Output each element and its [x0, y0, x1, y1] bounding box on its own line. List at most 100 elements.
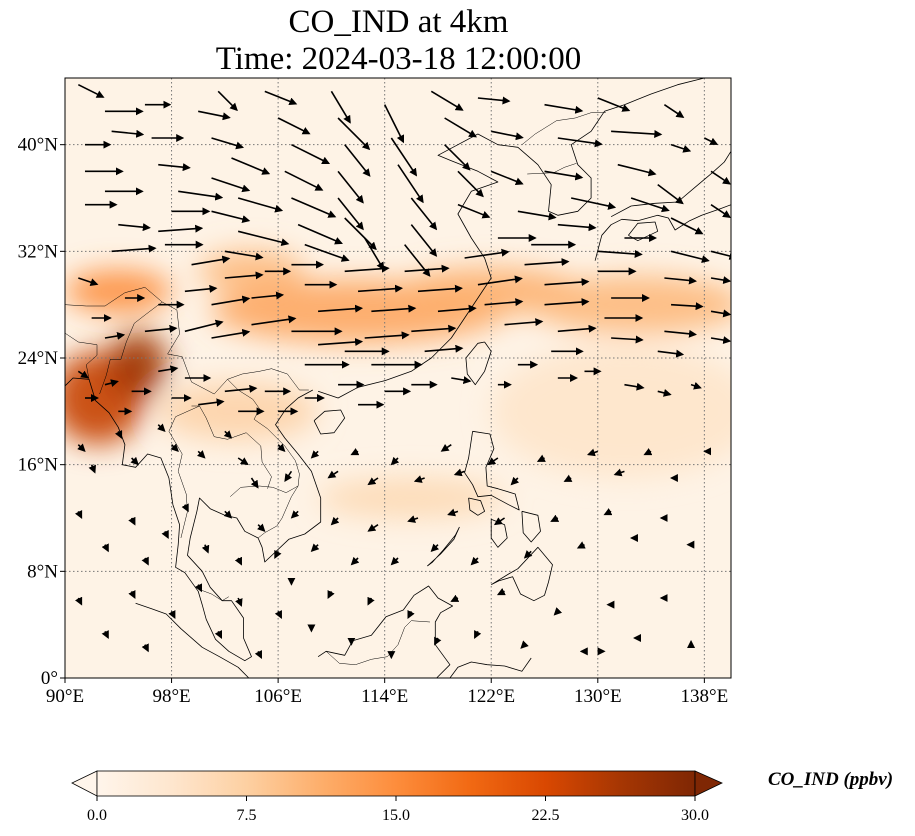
wind-arrow — [111, 129, 145, 138]
wind-arrow — [557, 137, 603, 148]
wind-arrow — [357, 284, 404, 293]
wind-arrow — [254, 650, 262, 659]
wind-arrow — [337, 170, 364, 204]
wind-arrow — [670, 217, 704, 235]
wind-arrow — [413, 475, 425, 483]
wind-arrow — [524, 258, 570, 267]
wind-arrow — [464, 248, 510, 259]
wind-arrow — [670, 143, 692, 153]
wind-arrow — [184, 319, 224, 333]
wind-arrow — [493, 517, 506, 526]
wind-arrow — [664, 329, 697, 338]
wind-arrow — [611, 335, 644, 344]
wind-arrow — [337, 197, 364, 231]
wind-arrow — [101, 630, 109, 639]
wind-arrow — [344, 144, 371, 177]
wind-arrow — [291, 143, 331, 164]
wind-arrow — [367, 523, 379, 532]
coastline — [427, 526, 460, 567]
wind-arrow — [664, 276, 697, 285]
wind-arrow — [410, 197, 438, 231]
wind-arrow — [170, 443, 179, 452]
wind-arrow — [337, 117, 371, 151]
wind-arrow — [330, 516, 340, 526]
wind-arrow — [550, 514, 560, 522]
wind-arrow — [710, 250, 731, 260]
wind-arrow — [74, 510, 83, 519]
coastline — [65, 377, 322, 662]
wind-arrow — [544, 278, 590, 287]
x-tick-label: 106°E — [254, 686, 302, 707]
country-border — [521, 112, 606, 145]
wind-arrow — [544, 298, 590, 307]
wind-arrow — [178, 190, 224, 201]
wind-arrow — [487, 457, 499, 466]
wind-arrow — [77, 83, 105, 98]
wind-arrow — [141, 556, 149, 566]
wind-arrow — [276, 443, 286, 452]
wind-arrow — [557, 324, 597, 333]
wind-arrow — [77, 370, 89, 379]
wind-arrow — [214, 630, 222, 639]
x-tick-label: 122°E — [467, 686, 515, 707]
wind-arrow — [491, 130, 524, 141]
y-tick-label: 32°N — [18, 241, 59, 262]
map-subtitle-time: Time: 2024-03-18 12:00:00 — [215, 41, 582, 77]
wind-arrow — [657, 184, 684, 205]
coastline — [521, 510, 541, 543]
wind-arrow — [104, 332, 126, 340]
wind-arrow — [424, 344, 464, 353]
concentration-plume — [65, 270, 172, 313]
colorbar-ticks: 0.0 7.5 15.0 22.5 30.0 — [87, 796, 709, 824]
wind-arrow — [118, 223, 151, 232]
colorbar-tick-label: 22.5 — [532, 807, 560, 824]
wind-arrow — [194, 583, 203, 593]
wind-arrow — [710, 170, 731, 185]
wind-arrow — [444, 144, 471, 171]
wind-arrow — [563, 474, 573, 482]
wind-arrow — [291, 197, 337, 218]
wind-arrow — [670, 250, 710, 263]
wind-arrow — [234, 556, 242, 566]
wind-arrow — [710, 276, 731, 284]
wind-arrow — [383, 104, 404, 144]
wind-arrow — [437, 304, 477, 313]
wind-arrow — [201, 544, 210, 554]
wind-arrow — [318, 338, 364, 347]
wind-arrow — [111, 244, 157, 253]
wind-arrow — [318, 304, 364, 313]
wind-arrow — [450, 594, 460, 602]
wind-arrow — [447, 508, 459, 517]
wind-arrow — [430, 90, 464, 111]
wind-arrow — [231, 157, 271, 175]
wind-arrow — [364, 331, 410, 340]
wind-arrow — [144, 324, 178, 333]
wind-arrow — [327, 590, 335, 599]
wind-arrow — [277, 117, 311, 135]
y-tick-label: 0° — [41, 668, 58, 689]
concentration-plume — [491, 344, 731, 478]
map-title: CO_IND at 4km — [288, 4, 509, 40]
wind-arrow — [78, 277, 99, 286]
country-borders — [65, 112, 606, 665]
country-border — [325, 620, 431, 665]
colorbar-tick-label: 15.0 — [382, 807, 410, 824]
wind-arrow — [310, 450, 320, 459]
wind-arrow — [536, 454, 546, 462]
wind-arrow — [657, 389, 672, 397]
country-border — [65, 332, 98, 380]
coastline — [490, 546, 553, 602]
wind-arrow — [617, 163, 657, 177]
wind-arrow — [430, 543, 440, 552]
coastline — [594, 204, 731, 261]
wind-arrow — [158, 224, 204, 233]
wind-arrow — [114, 430, 123, 439]
wind-arrow — [474, 630, 482, 639]
coastline — [610, 151, 731, 218]
wind-arrow — [710, 309, 731, 318]
x-tick-label: 90°E — [46, 686, 84, 707]
wind-arrow — [477, 96, 511, 105]
map-plot-area — [65, 78, 731, 678]
wind-arrow — [397, 164, 424, 204]
wind-arrow — [496, 587, 506, 596]
